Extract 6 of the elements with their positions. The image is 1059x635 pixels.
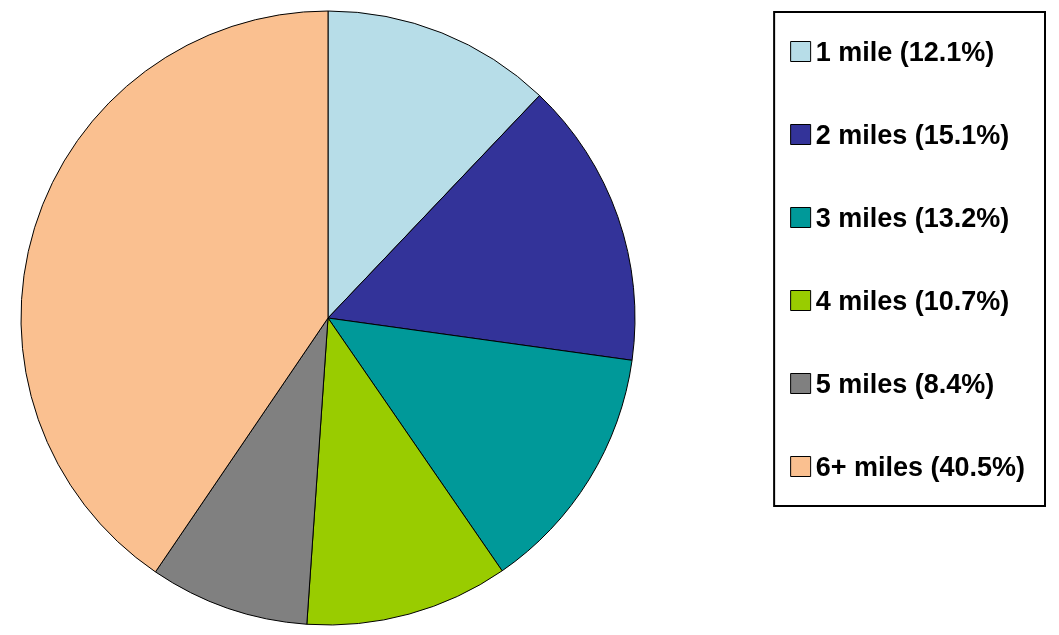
legend-label: 3 miles (13.2%) <box>815 202 1010 233</box>
legend-label: 4 miles (10.7%) <box>815 285 1010 316</box>
legend-label: 2 miles (15.1%) <box>815 119 1010 150</box>
legend-label: 5 miles (8.4%) <box>815 368 995 399</box>
legend-label: 6+ miles (40.5%) <box>815 451 1026 482</box>
legend-label: 1 mile (12.1%) <box>815 36 995 67</box>
